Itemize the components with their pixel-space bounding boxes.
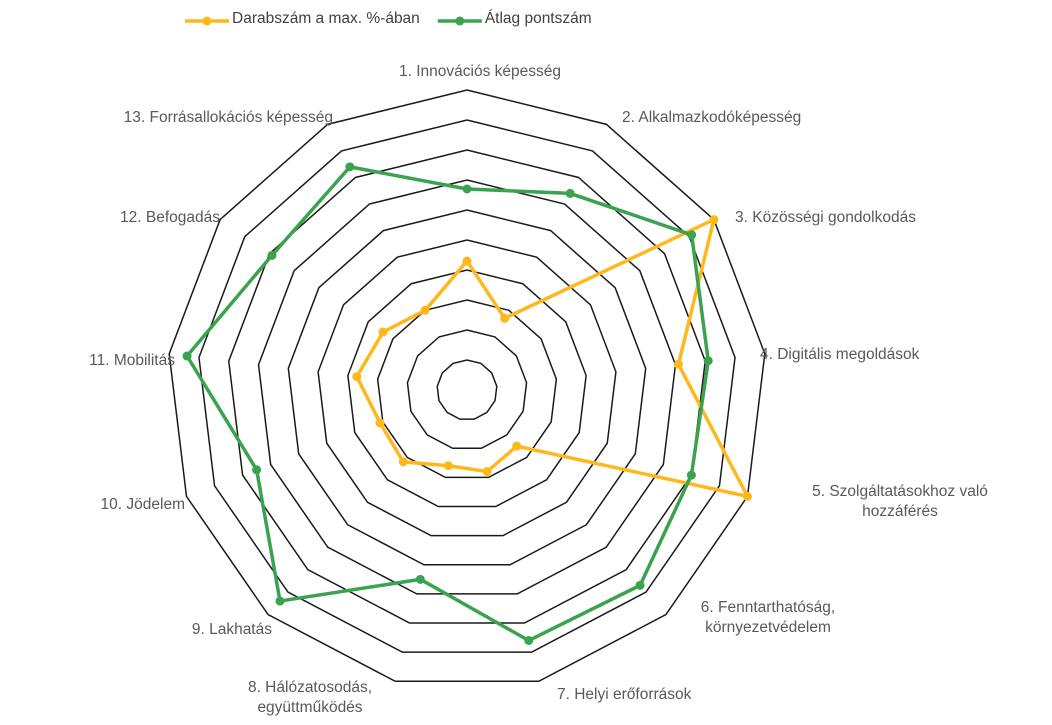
data-point [252, 465, 262, 475]
data-point [462, 184, 472, 194]
grid-ring [287, 209, 647, 566]
grid-ring [227, 149, 707, 624]
grid-ring [168, 89, 766, 683]
category-label: 4. Digitális megoldások [760, 346, 920, 363]
data-point [703, 356, 713, 366]
grid-ring [347, 269, 587, 508]
data-point [182, 351, 192, 361]
category-label: 10. Jödelem [100, 496, 185, 513]
data-point [500, 313, 510, 323]
grid-ring [257, 179, 677, 595]
data-point [443, 461, 453, 471]
series-line [355, 217, 750, 499]
data-point [565, 188, 575, 198]
data-point [524, 636, 534, 646]
data-point [345, 162, 355, 172]
data-point [686, 470, 696, 480]
data-point [462, 256, 472, 266]
category-label: 6. Fenntarthatóság, környezetvédelem [700, 599, 836, 636]
data-point [512, 441, 522, 451]
grid-ring [406, 329, 528, 450]
category-label: 13. Forrásallokációs képesség [123, 109, 333, 126]
data-point [743, 491, 753, 501]
category-label: 9. Lakhatás [191, 621, 272, 638]
grid-ring [198, 119, 736, 653]
category-label: 11. Mobilitás [89, 352, 175, 369]
legend-marker [202, 16, 212, 26]
data-point [482, 467, 492, 477]
category-label: 7. Helyi erőforrások [557, 686, 692, 703]
legend-marker [455, 16, 465, 26]
data-point [709, 215, 719, 225]
category-label: 1. Innovációs képesség [399, 63, 561, 80]
category-label: 12. Befogadás [120, 209, 220, 226]
data-point [378, 327, 388, 337]
data-point [415, 574, 425, 584]
data-point [375, 418, 385, 428]
category-label: 5. Szolgáltatásokhoz való hozzáférés [812, 483, 988, 520]
grid-ring [436, 359, 498, 420]
legend-label: Darabszám a max. %-ában [232, 10, 420, 27]
grid-ring [376, 299, 558, 479]
series-line [185, 165, 710, 643]
data-point [398, 457, 408, 467]
data-point [352, 372, 362, 382]
data-point [687, 230, 697, 240]
category-label: 8. Hálózatosodás, együttműködés [247, 679, 373, 716]
data-point [635, 580, 645, 590]
category-label: 3. Közösségi gondolkodás [735, 209, 916, 226]
data-point [673, 359, 683, 369]
category-label: 2. Alkalmazkodóképesség [622, 109, 802, 126]
data-point [267, 250, 277, 260]
data-point [275, 596, 285, 606]
data-point [420, 305, 430, 315]
legend-label: Átlag pontszám [484, 10, 592, 27]
grid-ring [317, 239, 617, 537]
